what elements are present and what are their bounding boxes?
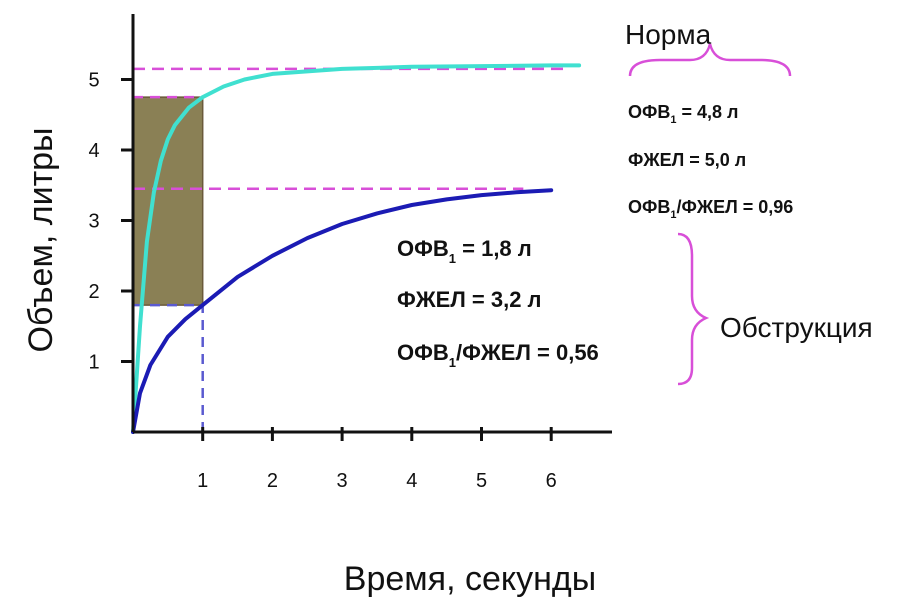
y-tick-label: 4 — [88, 140, 99, 162]
x-tick-label: 4 — [406, 470, 417, 492]
x-tick-label: 5 — [476, 470, 487, 492]
norm-annotation-line: ОФВ1/ФЖЕЛ = 0,96 — [628, 197, 793, 221]
series-line-obstruction — [131, 188, 554, 434]
y-tick-label: 3 — [88, 211, 99, 233]
x-tick-label: 3 — [337, 470, 348, 492]
norm-annotation-line: ФЖЕЛ = 5,0 л — [628, 150, 746, 170]
x-axis-title: Время, секунды — [344, 560, 596, 598]
obstruction-annotation-line: ОФВ1/ФЖЕЛ = 0,56 — [397, 340, 599, 370]
x-tick-label: 6 — [546, 470, 557, 492]
annotations-layer: Норма ОФВ1 = 4,8 л ФЖЕЛ = 5,0 л ОФВ1/ФЖЕЛ =… — [397, 19, 873, 386]
obstruction-brace — [677, 232, 710, 386]
x-tick-label: 2 — [267, 470, 278, 492]
obstruction-annotation-line: ФЖЕЛ = 3,2 л — [397, 287, 542, 312]
x-tick-label: 1 — [197, 470, 208, 492]
y-tick-label: 5 — [88, 70, 99, 92]
norm-label: Норма — [625, 19, 712, 50]
axes-layer — [131, 14, 612, 434]
obstruction-label: Обструкция — [720, 312, 873, 343]
obstruction-annotation-line: ОФВ1 = 1,8 л — [397, 236, 532, 266]
ticks-layer: 1 2 3 4 5 6 1 2 3 4 5 — [88, 70, 556, 493]
y-tick-label: 1 — [88, 352, 99, 374]
norm-brace — [628, 43, 792, 77]
y-tick-label: 2 — [88, 281, 99, 303]
series-line-normal — [131, 63, 582, 434]
norm-annotation-line: ОФВ1 = 4,8 л — [628, 102, 738, 126]
y-axis-title: Объем, литры — [22, 128, 60, 353]
series-layer — [131, 63, 582, 434]
